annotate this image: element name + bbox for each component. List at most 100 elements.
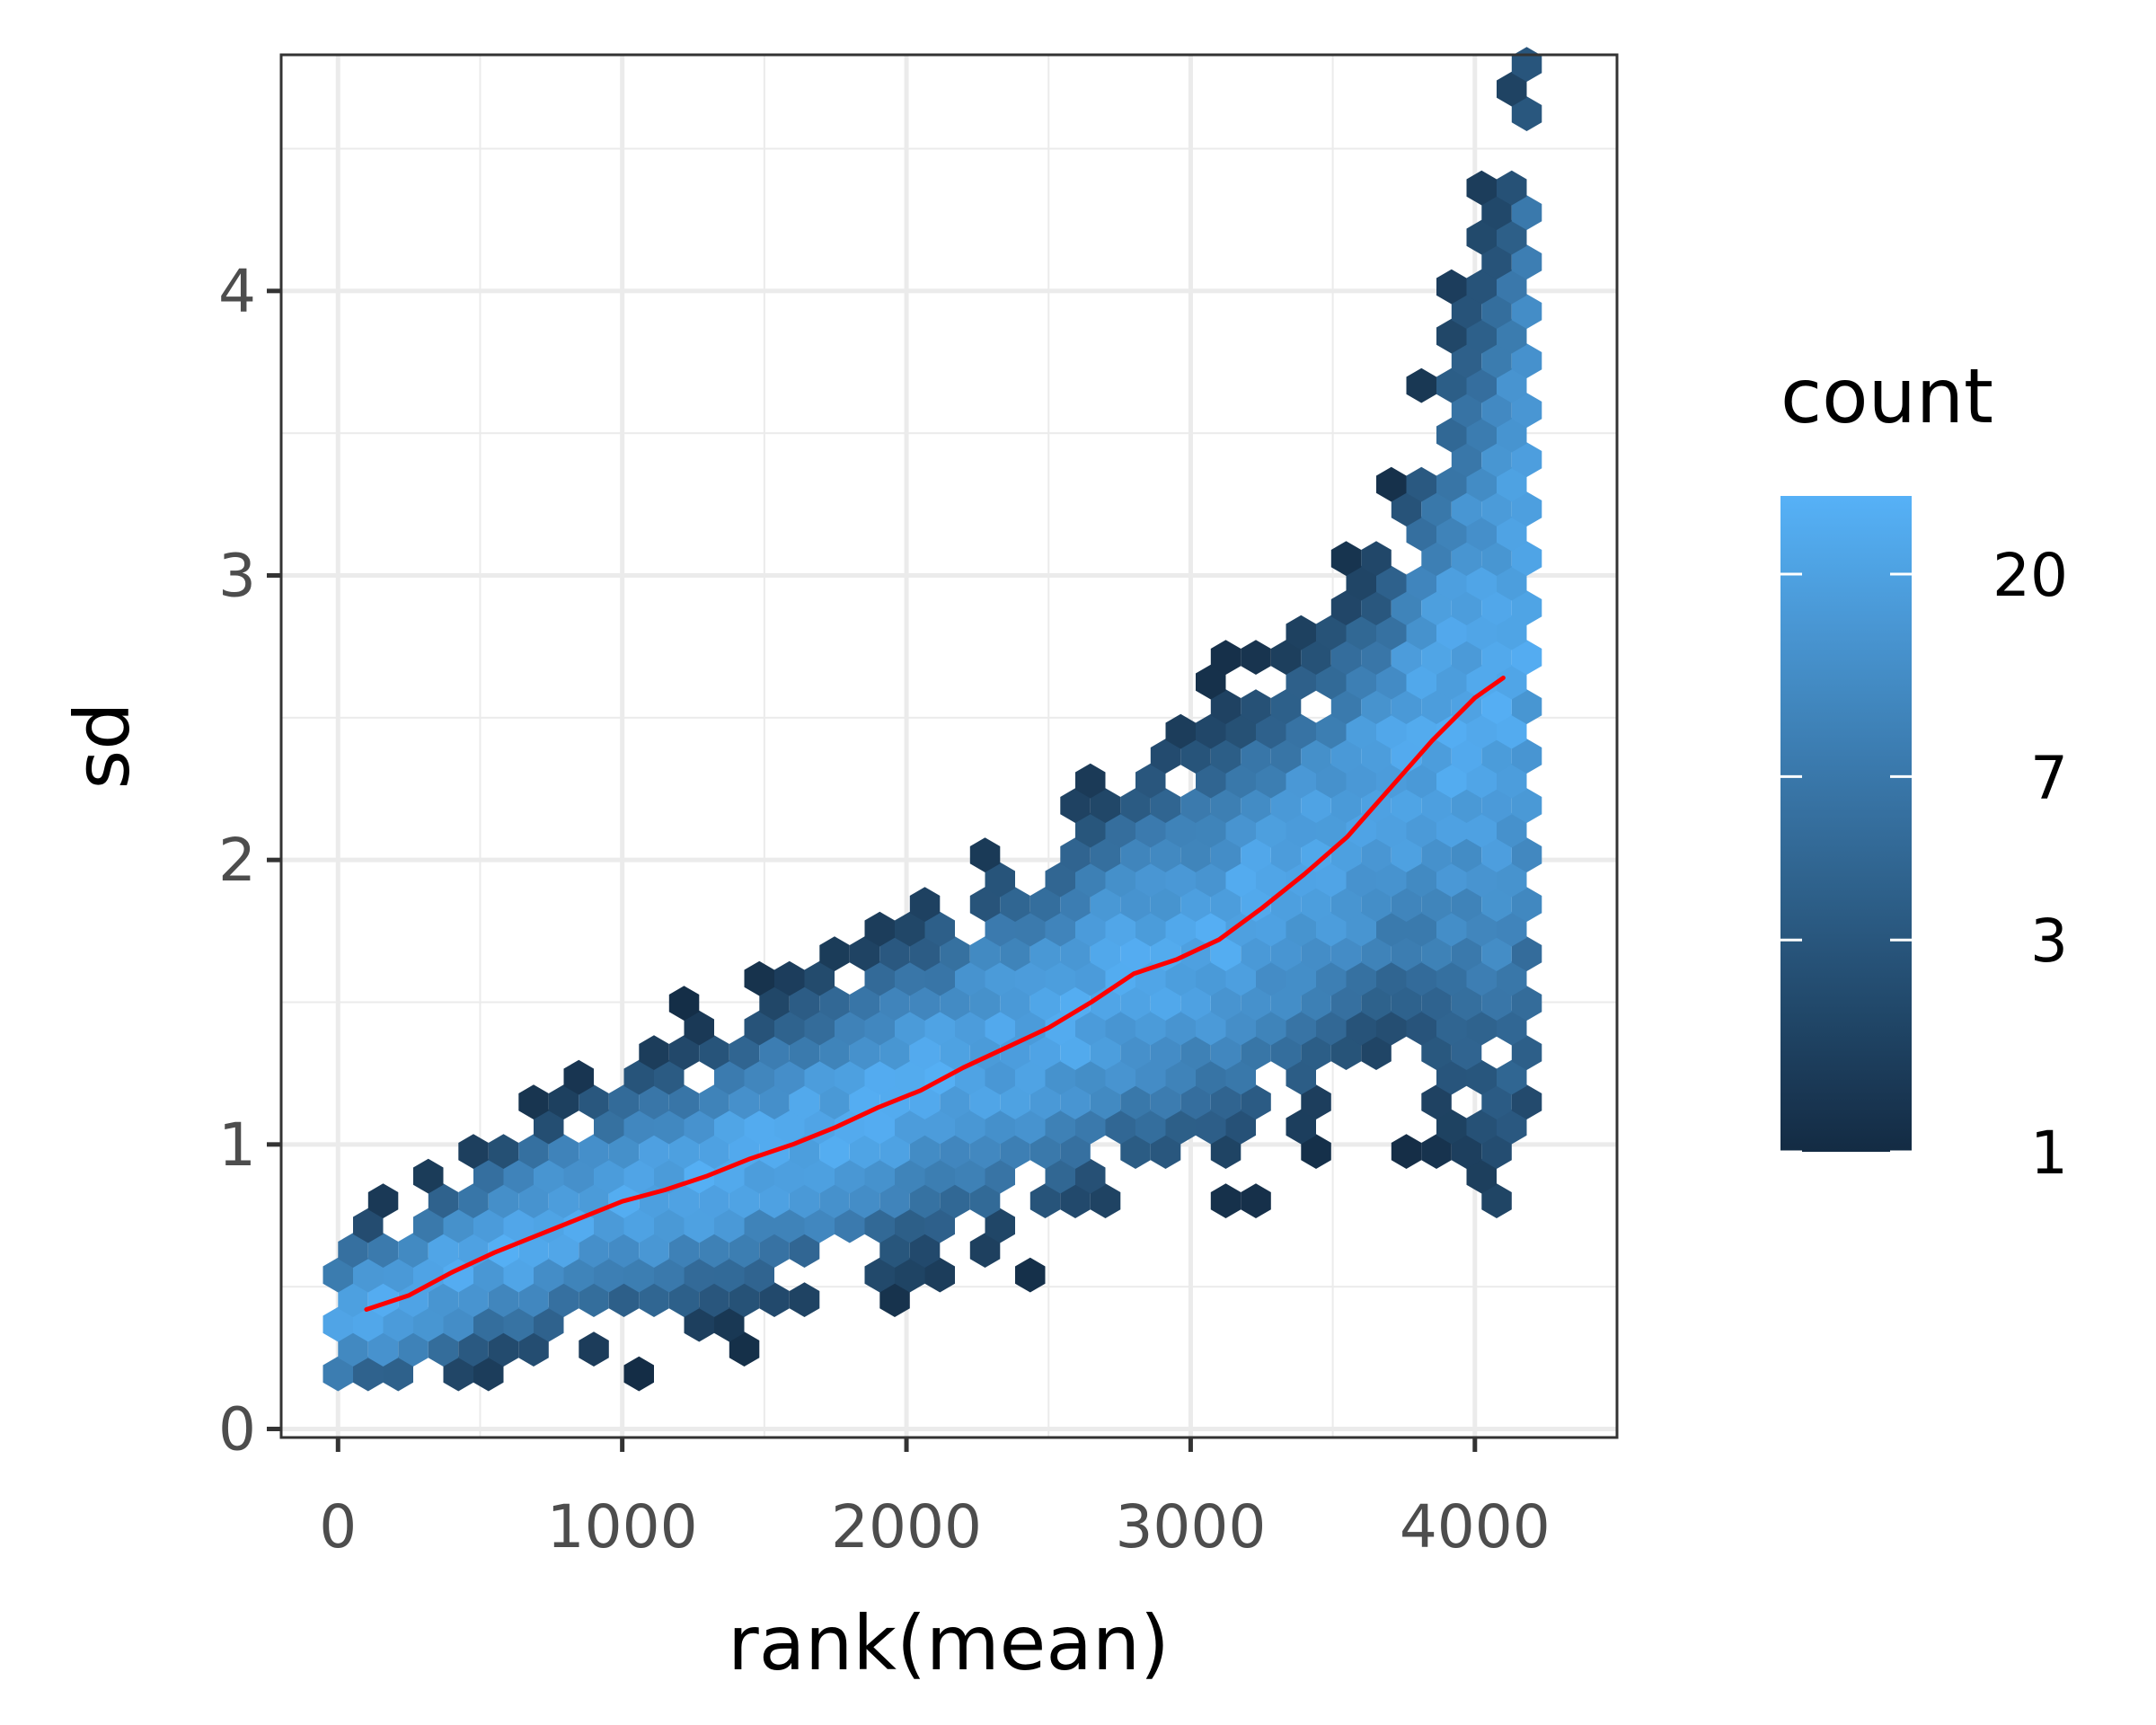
hex-cell [924, 1158, 955, 1194]
hex-cell [639, 1035, 669, 1070]
hex-cell [1421, 887, 1452, 922]
hex-cell [579, 1233, 609, 1268]
hex-cell [1180, 739, 1211, 774]
hex-cell [1376, 862, 1407, 898]
hex-cell [1029, 1035, 1061, 1070]
hex-cell [1150, 739, 1181, 774]
hex-cell [1466, 1010, 1497, 1046]
hex-cell [639, 1233, 669, 1268]
hex-cell [1150, 788, 1181, 823]
hex-cell [668, 1035, 700, 1070]
hex-cell [1330, 887, 1362, 922]
hex-cell [1090, 837, 1121, 872]
hex-cell [1511, 294, 1542, 329]
hex-cell [1270, 986, 1302, 1021]
hex-cell [1436, 812, 1467, 848]
hex-cell [1497, 1109, 1527, 1145]
hex-cell [940, 1134, 970, 1169]
hex-cell [1090, 1035, 1121, 1070]
hex-cell [1421, 541, 1452, 576]
hex-cell [668, 1183, 700, 1218]
hex-cell [1346, 862, 1376, 898]
hex-cell [1406, 615, 1436, 650]
hex-cell [1060, 986, 1091, 1021]
hex-cell [1406, 466, 1436, 502]
hex-cell [1391, 590, 1422, 625]
hex-cell [534, 1257, 564, 1293]
hex-cell [1120, 1084, 1151, 1119]
hex-cell [563, 1257, 594, 1293]
hex-cell [1301, 788, 1331, 823]
hex-cell [1406, 862, 1436, 898]
hex-cell [623, 1257, 654, 1293]
hex-cell [909, 986, 941, 1021]
hex-cell [1060, 1084, 1091, 1119]
hex-cell [1466, 318, 1497, 354]
hex-cell [1481, 343, 1512, 378]
hex-cell [1511, 1035, 1542, 1070]
hex-cell [1210, 788, 1241, 823]
hex-cell [1196, 664, 1226, 700]
hex-cell [518, 1331, 549, 1367]
hex-cell [1406, 664, 1436, 700]
hex-cell [1511, 887, 1542, 922]
hex-cell [338, 1233, 368, 1268]
hex-cell [1256, 763, 1286, 799]
hex-cell [1286, 1109, 1316, 1145]
hex-cell [1481, 887, 1512, 922]
hex-cell [1466, 516, 1497, 552]
hex-cell [1060, 1035, 1091, 1070]
hex-cell [1196, 1059, 1226, 1095]
hex-cell [1481, 986, 1512, 1021]
hex-cell [534, 1306, 564, 1342]
hex-cell [1497, 911, 1527, 947]
hex-cell [1225, 1010, 1256, 1046]
hex-cell [1316, 1010, 1347, 1046]
hex-cell [1436, 269, 1467, 305]
hex-cell [1421, 1035, 1452, 1070]
hex-cell [428, 1282, 459, 1317]
hex-cell [1029, 1134, 1061, 1169]
hex-cell [1075, 862, 1106, 898]
hex-cell [1045, 960, 1075, 996]
hex-cell [1466, 219, 1497, 255]
hex-cell [1497, 565, 1527, 601]
hex-cell [623, 1059, 654, 1095]
hex-cell [1451, 491, 1482, 526]
hex-cell [1270, 936, 1302, 971]
hex-cell [548, 1134, 579, 1169]
hex-cell [1466, 960, 1497, 996]
y-tick-label: 4 [218, 257, 256, 326]
hex-cell [1165, 911, 1196, 947]
x-axis: 0 1000 2000 3000 4000 [319, 1438, 1551, 1561]
hex-cell [924, 960, 955, 996]
hex-cell [789, 1183, 820, 1218]
hex-cell [759, 1035, 790, 1070]
hex-cell [1090, 788, 1121, 823]
hex-cell [1361, 739, 1392, 774]
hex-cell [1497, 417, 1527, 453]
hex-cell [1466, 1059, 1497, 1095]
hex-cell [1241, 1084, 1271, 1119]
hex-cell [924, 911, 955, 947]
hex-cell [985, 1109, 1015, 1145]
hex-cell [1481, 936, 1512, 971]
hex-cell [1497, 615, 1527, 650]
hex-cell [774, 1208, 805, 1243]
hex-cell [879, 1233, 910, 1268]
hex-cell [1241, 1035, 1271, 1070]
hex-cell [1075, 763, 1106, 799]
hex-cell [789, 986, 820, 1021]
hex-cell [1241, 986, 1271, 1021]
hex-cell [1436, 763, 1467, 799]
hex-cell [594, 1208, 624, 1243]
hex-cell [714, 1257, 745, 1293]
hex-cell [1421, 986, 1452, 1021]
hex-cell [849, 986, 880, 1021]
hex-cell [1225, 713, 1256, 749]
hex-cell [1481, 640, 1512, 675]
hex-cell [849, 936, 880, 971]
hex-cell [488, 1282, 519, 1317]
hex-cell [1000, 986, 1030, 1021]
hex-cell [1391, 491, 1422, 526]
